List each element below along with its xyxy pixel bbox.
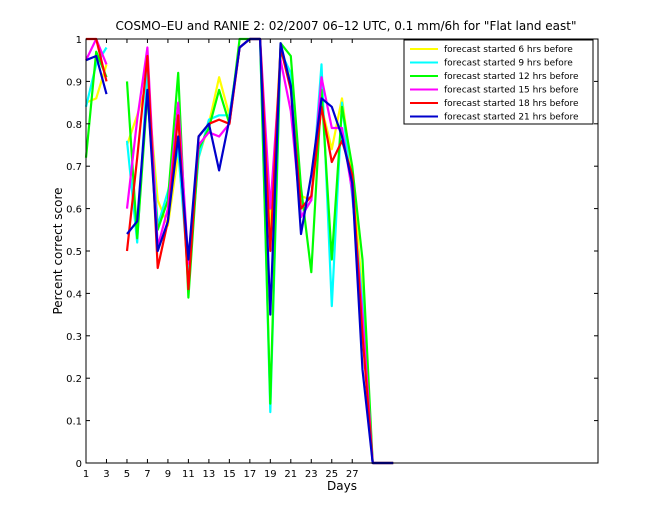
series-line-5 — [86, 37, 394, 465]
series-segment — [125, 37, 394, 465]
x-axis: 1 3 5 7 9 11 13 15 17 19 21 23 25 27 — [83, 39, 359, 480]
legend-box — [403, 39, 594, 125]
y-tick-label: 0.8 — [66, 120, 82, 131]
y-tick-label: 0.6 — [66, 205, 82, 216]
series-segment — [125, 37, 394, 465]
x-tick-label: 7 — [144, 469, 150, 480]
x-tick-label: 9 — [165, 469, 171, 480]
series-line-6 — [85, 37, 394, 465]
y-axis: 0 0.1 0.2 0.3 0.4 0.5 0.6 0.7 0.8 0.9 1 — [66, 35, 598, 470]
legend-item: forecast started 21 hrs before — [410, 113, 579, 123]
legend-label: forecast started 9 hrs before — [444, 59, 573, 69]
y-tick-label: 0.9 — [66, 77, 82, 88]
legend-label: forecast started 18 hrs before — [444, 99, 579, 109]
y-tick-label: 0.7 — [66, 162, 82, 173]
x-tick-label: 19 — [264, 469, 277, 480]
chart-title: COSMO–EU and RANIE 2: 02/2007 06–12 UTC,… — [116, 19, 577, 33]
series-segment — [125, 37, 394, 465]
x-tick-label: 3 — [103, 469, 109, 480]
legend-item: forecast started 6 hrs before — [410, 45, 573, 55]
x-tick-label: 27 — [346, 469, 359, 480]
series-segment — [85, 54, 108, 95]
legend-item: forecast started 12 hrs before — [410, 72, 579, 82]
y-tick-label: 0.3 — [66, 332, 82, 343]
x-tick-label: 13 — [203, 469, 216, 480]
x-tick-label: 11 — [182, 469, 195, 480]
y-tick-label: 0.1 — [66, 417, 82, 428]
legend-item: forecast started 9 hrs before — [410, 59, 573, 69]
series-segment — [126, 37, 394, 465]
y-tick-label: 0.4 — [66, 289, 82, 300]
legend-label: forecast started 15 hrs before — [444, 86, 579, 96]
series-line-2 — [84, 37, 394, 465]
series-line-4 — [85, 37, 394, 465]
legend-label: forecast started 21 hrs before — [444, 113, 579, 123]
legend-label: forecast started 6 hrs before — [444, 45, 573, 55]
y-tick-label: 1 — [76, 35, 82, 46]
series-line-1 — [85, 37, 394, 465]
x-tick-label: 17 — [243, 469, 256, 480]
y-axis-label: Percent correct score — [51, 187, 65, 314]
x-tick-label: 5 — [124, 469, 130, 480]
legend: forecast started 6 hrs before forecast st… — [403, 39, 594, 125]
legend-label: forecast started 12 hrs before — [444, 72, 579, 82]
series-segment — [125, 37, 394, 465]
series-lines — [84, 37, 394, 465]
y-tick-label: 0 — [76, 459, 82, 470]
x-tick-label: 15 — [223, 469, 236, 480]
legend-item: forecast started 18 hrs before — [410, 99, 579, 109]
x-tick-label: 1 — [83, 469, 89, 480]
x-tick-label: 21 — [284, 469, 297, 480]
x-tick-label: 25 — [325, 469, 338, 480]
series-line-3 — [84, 37, 394, 465]
series-segment — [125, 37, 394, 465]
y-tick-label: 0.5 — [66, 247, 82, 258]
x-tick-label: 23 — [305, 469, 318, 480]
series-segment — [85, 64, 108, 104]
y-tick-label: 0.2 — [66, 374, 82, 385]
x-axis-label: Days — [327, 479, 357, 493]
legend-item: forecast started 15 hrs before — [410, 86, 579, 96]
